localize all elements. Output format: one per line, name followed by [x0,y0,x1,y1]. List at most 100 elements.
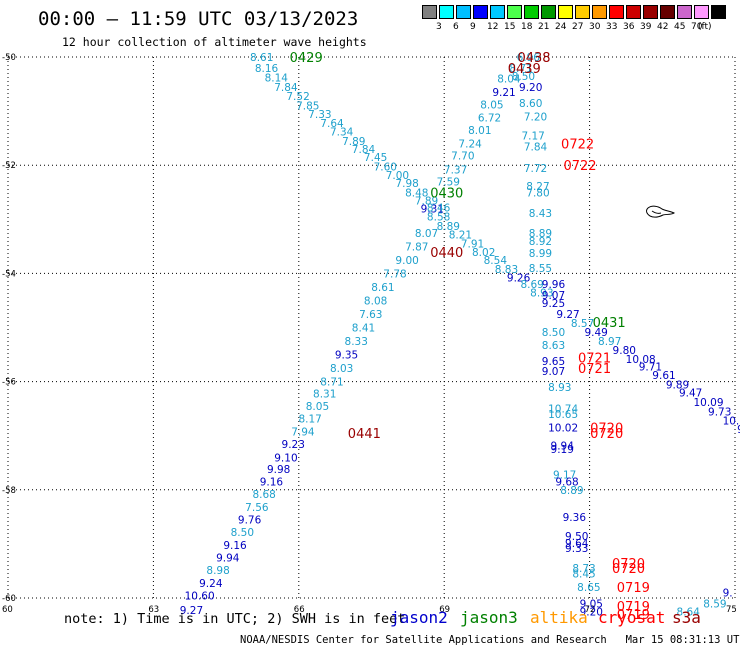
wave-height-label: 8.64 [677,607,701,619]
wave-height-label: 7.64 [320,118,344,130]
wave-height-label: 8.14 [265,73,289,85]
color-scale-label: 24 [555,22,567,32]
wave-height-label: 8.57 [571,318,594,330]
wave-height-label: 8.16 [255,63,279,75]
wave-height-label: 9.07 [542,366,565,378]
wave-height-label: 8.55 [529,263,552,275]
pass-time-label: 0719 [617,600,650,615]
wave-height-label: 9.73 [708,406,731,418]
color-swatch [490,5,505,19]
wave-height-label: 7.80 [526,187,549,199]
wave-height-label: 8.89 [529,228,552,240]
wave-height-label: 9.19 [551,444,574,456]
color-scale-label: 3 [436,22,442,32]
wave-height-label: 8.07 [415,228,438,240]
wave-height-label: 8.93 [530,287,553,299]
wave-height-label: 10.74 [548,404,578,416]
wave-height-label: 9.36 [563,512,587,524]
pass-time-label: 0722 [561,138,594,153]
wave-height-label: 7.89 [415,195,438,207]
pass-time-label: 0720 [590,422,623,437]
wave-height-label: 9.50 [565,531,588,543]
wave-height-label: 7.59 [437,176,460,188]
wave-height-label: 8.43 [529,208,552,220]
color-swatch [422,5,437,19]
wave-height-label: 9.25 [542,298,565,310]
wave-height-label: 7.85 [296,101,319,113]
wave-height-label: 9.20 [580,607,603,619]
wave-height-label: 7.63 [359,309,382,321]
wave-height-label: 9.27 [180,605,203,617]
color-scale-label: 9 [470,22,476,32]
wave-height-label: 7.78 [383,268,406,280]
wave-height-label: 8.05 [306,401,329,413]
wave-height-label: 7.91 [461,239,484,251]
color-swatch [473,5,488,19]
lon-tick-label: 75 [726,605,737,615]
color-swatch [660,5,675,19]
lat-tick-label: -52 [2,161,16,171]
wave-height-label: 9. [723,588,733,600]
wave-height-label: 7.72 [524,163,547,175]
pass-time-label: 0720 [612,557,645,572]
wave-height-label: 8.04 [497,74,521,86]
color-scale-label: 45 [674,22,686,32]
color-scale-label: 6 [453,22,459,32]
color-scale-label: 18 [521,22,533,32]
satellite-legend-altika: altika [530,608,588,627]
color-scale-unit: (ft) [698,22,712,32]
wave-height-label: 8.68 [252,489,275,501]
pass-time-label: 0720 [612,562,645,577]
wave-height-label: 8.45 [572,569,595,581]
lon-tick-label: 60 [2,605,13,615]
wave-height-label: 9.71 [639,361,662,373]
wave-height-label: 8.05 [480,100,503,112]
wave-height-label: 9.26 [507,273,531,285]
wave-height-label: 7.00 [386,170,409,182]
wave-height-label: 8.54 [484,255,508,267]
color-swatch [439,5,454,19]
wave-height-label: 7.70 [451,150,474,162]
lat-tick-label: -56 [2,378,16,388]
lon-tick-label: 72 [585,605,596,615]
wave-height-label: 9.47 [679,387,702,399]
satellite-legend-jason2: jason2 [390,608,448,627]
wave-height-label: 8.41 [352,323,375,335]
lat-tick-label: -50 [2,53,16,63]
wave-height-label: 7.34 [330,127,354,139]
wave-height-label: 8.98 [206,565,229,577]
wave-height-label: 9.49 [584,327,607,339]
wave-height-label: 10.02 [548,423,578,435]
wave-height-values: 8.618.168.147.847.527.857.337.647.347.89… [180,52,740,619]
wave-height-label: 9.16 [260,477,284,489]
wave-height-label: 8.73 [572,563,595,575]
color-swatch [541,5,556,19]
wave-height-label: 9.96 [542,279,566,291]
wave-height-label: 8.48 [405,187,428,199]
wave-height-label: 7.84 [274,82,298,94]
wave-height-label: 10.08 [626,354,656,366]
wave-height-label: 9.16 [223,540,247,552]
color-swatch [524,5,539,19]
color-scale-label: 36 [623,22,635,32]
pass-time-label: 0430 [430,186,463,201]
wave-height-label: 8.93 [548,382,571,394]
wave-height-label: 8.61 [250,52,273,64]
wave-height-label: 9.35 [335,350,358,362]
wave-height-label: 9.27 [556,309,579,321]
wave-height-label: 8.89 [437,221,460,233]
satellite-legend-s3a: s3a [672,608,701,627]
page-title: 00:00 – 11:59 UTC 03/13/2023 [38,8,359,30]
wave-height-label: 6.96 [517,52,541,64]
wave-height-label: 8.27 [526,181,549,193]
wave-height-label: 7.37 [444,165,467,177]
lat-tick-label: -60 [2,594,16,604]
color-scale-label: 12 [487,22,499,32]
color-swatch [626,5,641,19]
pass-time-label: 0431 [593,316,626,331]
wave-height-label: 8.59 [703,598,726,610]
wave-height-label: 9.33 [565,543,588,555]
wave-height-label: 7.87 [405,241,428,253]
wave-height-label: 7.20 [524,112,547,124]
